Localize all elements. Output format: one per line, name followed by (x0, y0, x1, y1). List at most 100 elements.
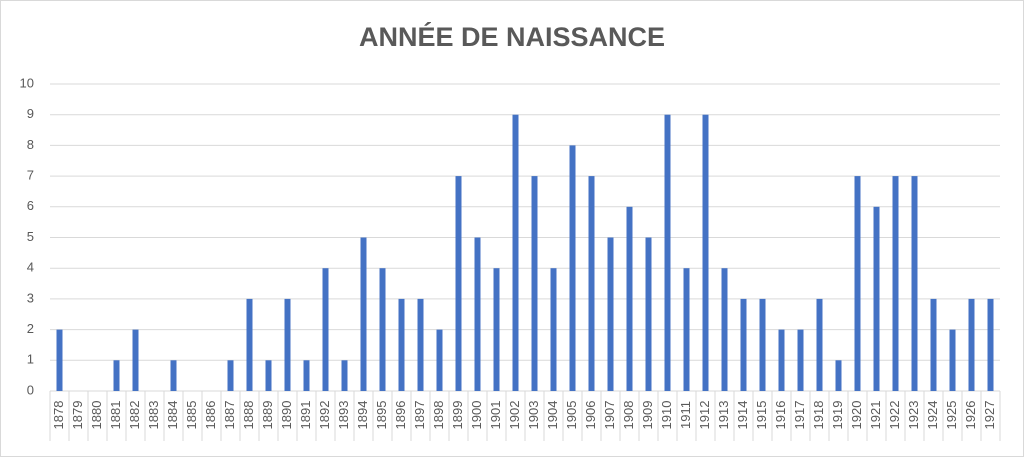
x-tick-label: 1894 (355, 401, 370, 430)
x-tick-label: 1915 (754, 401, 769, 430)
bar (569, 145, 576, 391)
bar (379, 268, 386, 391)
bar (854, 176, 861, 391)
bar (550, 268, 557, 391)
x-tick-label: 1919 (830, 401, 845, 430)
x-tick-label: 1924 (925, 401, 940, 430)
bar (759, 298, 766, 391)
x-tick-label: 1910 (659, 401, 674, 430)
bar (588, 176, 595, 391)
bar (303, 360, 310, 391)
x-tick-label: 1886 (203, 401, 218, 430)
x-tick-label: 1883 (146, 401, 161, 430)
x-tick-label: 1881 (108, 401, 123, 430)
x-tick-label: 1926 (963, 401, 978, 430)
x-tick-label: 1904 (545, 401, 560, 430)
chart-title: ANNÉE DE NAISSANCE (359, 21, 665, 52)
bar (227, 360, 234, 391)
bar (56, 329, 63, 391)
x-tick-label: 1911 (678, 401, 693, 429)
x-tick-label: 1878 (51, 401, 66, 430)
x-tick-label: 1906 (583, 401, 598, 430)
x-tick-label: 1909 (640, 401, 655, 430)
bar (911, 176, 918, 391)
x-tick-label: 1914 (735, 401, 750, 430)
bar (683, 268, 690, 391)
bar (322, 268, 329, 391)
bar (360, 237, 367, 391)
x-tick-label: 1917 (792, 401, 807, 430)
x-tick-label: 1907 (602, 401, 617, 430)
bar (873, 206, 880, 391)
y-tick-label: 4 (27, 260, 34, 275)
bar (113, 360, 120, 391)
x-tick-label: 1912 (697, 401, 712, 430)
x-tick-label: 1882 (127, 401, 142, 430)
x-tick-label: 1891 (298, 401, 313, 430)
x-tick-label: 1880 (89, 401, 104, 430)
bar (474, 237, 481, 391)
x-tick-label: 1890 (279, 401, 294, 430)
bar (645, 237, 652, 391)
bar (702, 114, 709, 391)
x-tick-label: 1901 (488, 401, 503, 430)
bar (246, 298, 253, 391)
bar (512, 114, 519, 391)
x-tick-label: 1887 (222, 401, 237, 430)
x-tick-label: 1899 (450, 401, 465, 430)
x-tick-label: 1916 (773, 401, 788, 430)
x-tick-label: 1898 (431, 401, 446, 430)
bar (398, 298, 405, 391)
x-tick-label: 1913 (716, 401, 731, 430)
x-tick-label: 1896 (393, 401, 408, 430)
bar (797, 329, 804, 391)
bar (721, 268, 728, 391)
x-tick-label: 1902 (507, 401, 522, 430)
x-tick-label: 1922 (887, 401, 902, 430)
y-tick-label: 7 (27, 168, 34, 183)
bar (892, 176, 899, 391)
bar (455, 176, 462, 391)
x-tick-label: 1885 (184, 401, 199, 430)
bar (531, 176, 538, 391)
x-tick-label: 1918 (811, 401, 826, 430)
x-tick-label: 1900 (469, 401, 484, 430)
bar (170, 360, 177, 391)
bar (778, 329, 785, 391)
y-tick-label: 9 (27, 106, 34, 121)
y-tick-label: 0 (27, 382, 34, 397)
x-tick-label: 1921 (868, 401, 883, 430)
y-tick-label: 3 (27, 290, 34, 305)
x-tick-label: 1897 (412, 401, 427, 430)
x-tick-label: 1895 (374, 401, 389, 430)
y-tick-label: 6 (27, 198, 34, 213)
x-tick-label: 1884 (165, 401, 180, 430)
x-tick-label: 1879 (70, 401, 85, 430)
bar (417, 298, 424, 391)
x-tick-label: 1925 (944, 401, 959, 430)
bar (987, 298, 994, 391)
bar (949, 329, 956, 391)
x-tick-label: 1920 (849, 401, 864, 430)
bar (341, 360, 348, 391)
bar (930, 298, 937, 391)
x-tick-label: 1908 (621, 401, 636, 430)
x-tick-label: 1889 (260, 401, 275, 430)
bar (664, 114, 671, 391)
x-tick-label: 1888 (241, 401, 256, 430)
bar (493, 268, 500, 391)
bar (132, 329, 139, 391)
bar (436, 329, 443, 391)
x-tick-label: 1892 (317, 401, 332, 430)
bar (816, 298, 823, 391)
x-tick-label: 1893 (336, 401, 351, 430)
bar (740, 298, 747, 391)
x-tick-label: 1927 (982, 401, 997, 430)
bar (835, 360, 842, 391)
y-tick-label: 5 (27, 229, 34, 244)
y-tick-label: 8 (27, 137, 34, 152)
bar (607, 237, 614, 391)
